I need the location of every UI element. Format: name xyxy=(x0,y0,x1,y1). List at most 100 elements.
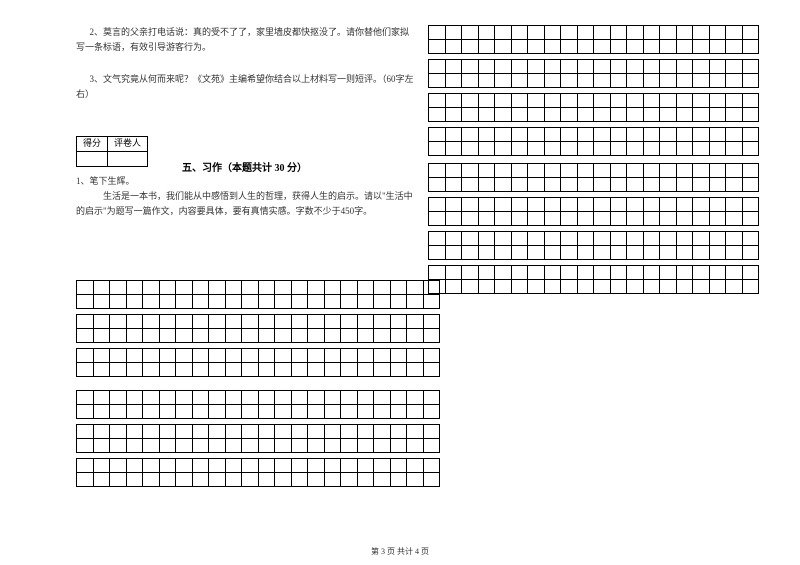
writing-cell xyxy=(159,425,176,439)
writing-cell xyxy=(726,266,743,280)
writing-cell xyxy=(511,178,528,192)
writing-cell xyxy=(693,164,710,178)
writing-cell xyxy=(176,405,193,419)
writing-cell xyxy=(242,315,259,329)
writing-cell xyxy=(445,280,462,294)
writing-cell xyxy=(445,128,462,142)
writing-cell xyxy=(209,439,226,453)
writing-cell xyxy=(357,459,374,473)
writing-cell xyxy=(726,40,743,54)
writing-cell xyxy=(192,329,209,343)
writing-cell xyxy=(528,178,545,192)
writing-cell xyxy=(242,459,259,473)
writing-cell xyxy=(676,94,693,108)
writing-cell xyxy=(726,142,743,156)
writing-cell xyxy=(726,280,743,294)
writing-cell xyxy=(693,198,710,212)
writing-cell xyxy=(511,128,528,142)
writing-cell xyxy=(93,459,110,473)
writing-cell xyxy=(561,164,578,178)
writing-cell xyxy=(676,40,693,54)
writing-cell xyxy=(291,349,308,363)
writing-cell xyxy=(627,40,644,54)
writing-cell xyxy=(324,425,341,439)
writing-cell xyxy=(390,295,407,309)
writing-cell xyxy=(77,349,94,363)
writing-cell xyxy=(561,178,578,192)
writing-cell xyxy=(709,108,726,122)
writing-cell xyxy=(308,473,325,487)
writing-cell xyxy=(544,198,561,212)
writing-cell xyxy=(159,281,176,295)
writing-cell xyxy=(528,232,545,246)
essay-prompt-body: 生活是一本书，我们能从中感悟到人生的哲理，获得人生的启示。请以"生活中的启示"为… xyxy=(76,189,416,220)
writing-cell xyxy=(192,391,209,405)
writing-cell xyxy=(429,108,446,122)
writing-cell xyxy=(709,198,726,212)
writing-cell xyxy=(143,405,160,419)
writing-cell xyxy=(159,315,176,329)
writing-cell xyxy=(126,459,143,473)
writing-cell xyxy=(291,315,308,329)
writing-cell xyxy=(511,164,528,178)
writing-cell xyxy=(357,425,374,439)
writing-cell xyxy=(594,178,611,192)
writing-cell xyxy=(528,26,545,40)
writing-cell xyxy=(742,94,759,108)
writing-cell xyxy=(495,178,512,192)
writing-cell xyxy=(495,74,512,88)
writing-cell xyxy=(374,281,391,295)
writing-cell xyxy=(308,349,325,363)
writing-cell xyxy=(143,439,160,453)
writing-cell xyxy=(275,391,292,405)
writing-cell xyxy=(495,198,512,212)
writing-cell xyxy=(209,329,226,343)
writing-cell xyxy=(291,391,308,405)
writing-cell xyxy=(374,473,391,487)
writing-cell xyxy=(407,281,424,295)
writing-cell xyxy=(594,198,611,212)
writing-cell xyxy=(143,281,160,295)
writing-cell xyxy=(511,232,528,246)
writing-cell xyxy=(242,439,259,453)
writing-cell xyxy=(390,281,407,295)
score-box-score-cell xyxy=(77,151,108,166)
writing-cell xyxy=(693,128,710,142)
writing-cell xyxy=(407,391,424,405)
writing-cell xyxy=(429,212,446,226)
writing-cell xyxy=(627,74,644,88)
writing-cell xyxy=(693,74,710,88)
writing-cell xyxy=(423,425,440,439)
writing-cell xyxy=(308,439,325,453)
writing-cell xyxy=(324,439,341,453)
writing-cell xyxy=(291,329,308,343)
writing-cell xyxy=(693,246,710,260)
writing-cell xyxy=(407,425,424,439)
writing-grid-table xyxy=(76,280,440,377)
writing-cell xyxy=(258,295,275,309)
writing-cell xyxy=(341,315,358,329)
writing-cell xyxy=(742,60,759,74)
writing-cell xyxy=(676,108,693,122)
writing-cell xyxy=(225,315,242,329)
writing-cell xyxy=(528,108,545,122)
writing-cell xyxy=(159,405,176,419)
writing-cell xyxy=(478,108,495,122)
writing-cell xyxy=(374,349,391,363)
writing-cell xyxy=(544,212,561,226)
writing-cell xyxy=(742,232,759,246)
writing-cell xyxy=(390,459,407,473)
writing-cell xyxy=(242,281,259,295)
writing-cell xyxy=(627,280,644,294)
writing-cell xyxy=(423,391,440,405)
writing-cell xyxy=(143,459,160,473)
writing-cell xyxy=(143,349,160,363)
writing-cell xyxy=(159,295,176,309)
writing-cell xyxy=(77,295,94,309)
writing-cell xyxy=(726,198,743,212)
writing-cell xyxy=(643,128,660,142)
writing-cell xyxy=(478,164,495,178)
writing-cell xyxy=(643,74,660,88)
writing-cell xyxy=(594,26,611,40)
writing-cell xyxy=(242,349,259,363)
